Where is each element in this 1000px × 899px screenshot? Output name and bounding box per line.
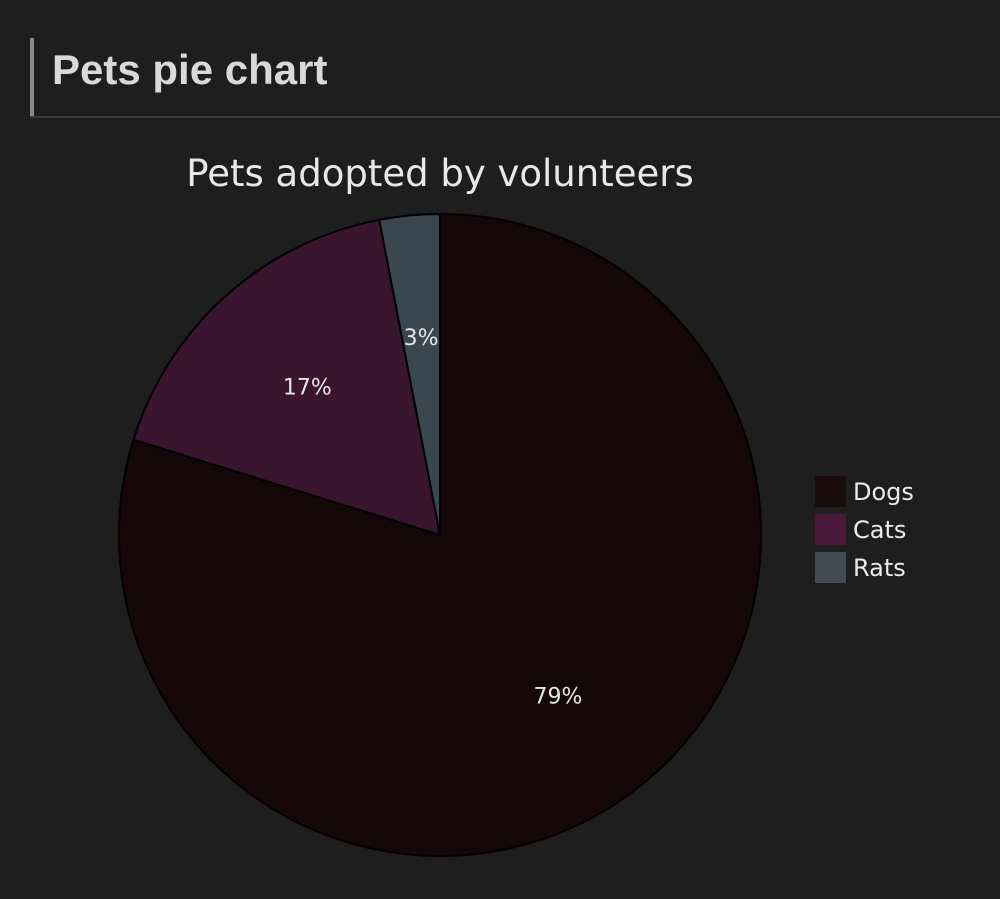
legend-label-rats: Rats bbox=[853, 554, 906, 582]
pie-slice-labels: 79% 17% 3% bbox=[283, 326, 583, 709]
pie-slice-cats bbox=[132, 218, 442, 537]
chart-title: Pets adopted by volunteers bbox=[186, 152, 694, 195]
header-accent-bar bbox=[30, 38, 34, 116]
legend-swatch-dogs bbox=[815, 476, 846, 507]
section-header: Pets pie chart bbox=[30, 38, 1000, 118]
pie-slice-rats bbox=[378, 212, 441, 536]
legend-label-cats: Cats bbox=[853, 516, 906, 544]
page-title: Pets pie chart bbox=[52, 46, 328, 93]
pie-slice-label-rats: 3% bbox=[404, 326, 439, 351]
legend-swatch-cats bbox=[815, 514, 846, 545]
legend-swatch-rats bbox=[815, 552, 846, 583]
pie-chart: Pets adopted by volunteers 79% 17% 3% Dogs… bbox=[118, 152, 914, 857]
legend-label-dogs: Dogs bbox=[853, 478, 914, 506]
pie-slices bbox=[118, 212, 762, 857]
legend: Dogs Cats Rats bbox=[815, 476, 914, 583]
pie-slice-label-dogs: 79% bbox=[534, 684, 583, 709]
pie-slice-label-cats: 17% bbox=[283, 376, 332, 401]
